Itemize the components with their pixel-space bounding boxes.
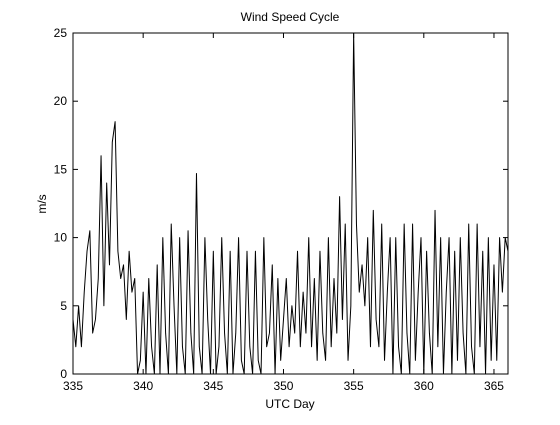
line: [72, 32, 509, 375]
y-tick-label: 5: [60, 299, 67, 313]
y-axis-label: m/s: [35, 194, 49, 213]
y-tick-label: 25: [54, 26, 68, 40]
plot-box: [72, 32, 509, 375]
x-tick-label: 355: [344, 379, 364, 393]
x-axis-label: UTC Day: [265, 397, 314, 411]
y-tick-label: 10: [54, 231, 68, 245]
x-tick-label: 340: [133, 379, 153, 393]
x-tick-label: 360: [414, 379, 434, 393]
x-tick-label: 345: [203, 379, 223, 393]
y-tick-label: 0: [60, 367, 67, 381]
x-tick-label: 365: [484, 379, 504, 393]
y-tick-label: 20: [54, 94, 68, 108]
x-tick-label: 350: [273, 379, 293, 393]
chart-title: Wind Speed Cycle: [241, 10, 340, 24]
y-tick-label: 15: [54, 162, 68, 176]
x-tick-label: 335: [63, 379, 83, 393]
